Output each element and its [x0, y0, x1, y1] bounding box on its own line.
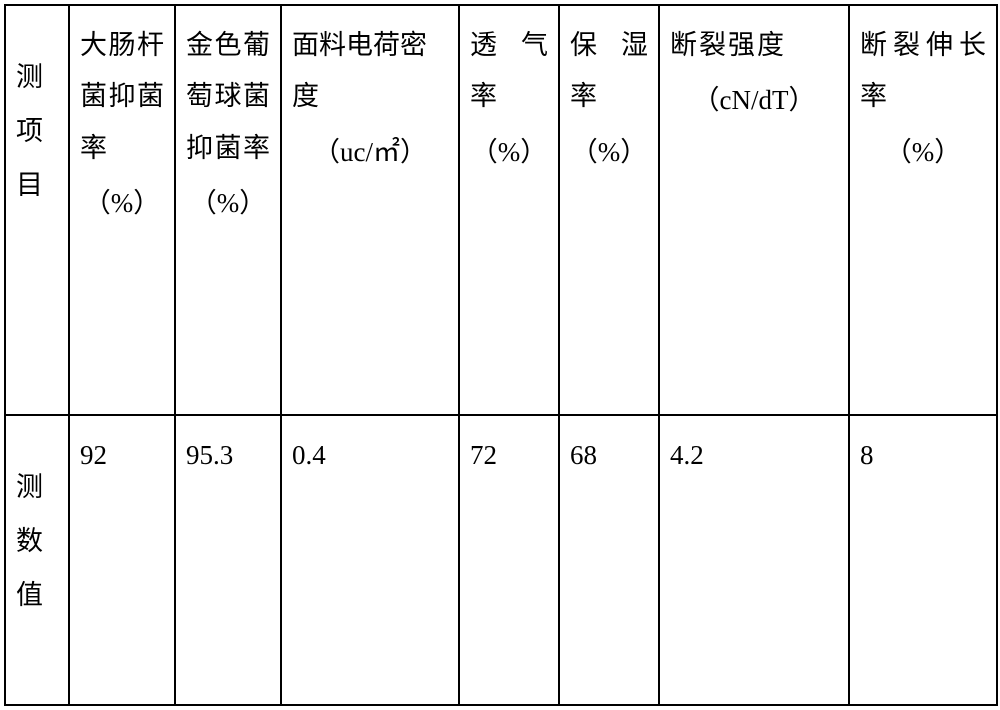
data-cell-breaking-strength: 4.2	[659, 415, 849, 705]
header-unit: （%）	[80, 178, 164, 229]
data-table: 测项目 大肠杆菌抑菌率 （%） 金色葡萄球菌抑菌率 （%） 面料电荷密度 （uc…	[4, 4, 998, 706]
data-cell-elongation: 8	[849, 415, 997, 705]
row-label-cell: 测数值	[5, 415, 69, 705]
data-value: 95.3	[186, 430, 270, 481]
data-value: 0.4	[292, 430, 448, 481]
data-cell-moisture-retention: 68	[559, 415, 659, 705]
header-unit: （%）	[860, 127, 986, 178]
header-cell-breaking-strength: 断裂强度 （cN/dT）	[659, 5, 849, 415]
data-value: 68	[570, 430, 648, 481]
header-cell-elongation: 断裂伸长率 （%）	[849, 5, 997, 415]
header-cell-label: 测项目	[5, 5, 69, 415]
data-value: 92	[80, 430, 164, 481]
data-cell-air-permeability: 72	[459, 415, 559, 705]
data-cell-charge-density: 0.4	[281, 415, 459, 705]
header-unit: （uc/㎡）	[292, 127, 448, 178]
header-unit: （%）	[470, 127, 548, 178]
data-value: 72	[470, 430, 548, 481]
header-cell-moisture-retention: 保湿率 （%）	[559, 5, 659, 415]
header-text: 保湿率	[570, 20, 648, 123]
header-text: 断裂强度	[670, 20, 838, 71]
header-text: 面料电荷密度	[292, 20, 448, 123]
header-cell-air-permeability: 透气率 （%）	[459, 5, 559, 415]
header-unit: （cN/dT）	[670, 75, 838, 126]
data-cell-ecoli: 92	[69, 415, 175, 705]
row-label-text: 测数值	[16, 460, 58, 622]
header-unit: （%）	[570, 127, 648, 178]
header-text: 金色葡萄球菌抑菌率	[186, 20, 270, 174]
data-value: 4.2	[670, 430, 838, 481]
data-value: 8	[860, 430, 986, 481]
header-cell-ecoli: 大肠杆菌抑菌率 （%）	[69, 5, 175, 415]
header-text: 透气率	[470, 20, 548, 123]
header-cell-staph: 金色葡萄球菌抑菌率 （%）	[175, 5, 281, 415]
table-header-row: 测项目 大肠杆菌抑菌率 （%） 金色葡萄球菌抑菌率 （%） 面料电荷密度 （uc…	[5, 5, 997, 415]
table-container: 测项目 大肠杆菌抑菌率 （%） 金色葡萄球菌抑菌率 （%） 面料电荷密度 （uc…	[0, 0, 1000, 710]
header-unit: （%）	[186, 178, 270, 229]
header-cell-charge-density: 面料电荷密度 （uc/㎡）	[281, 5, 459, 415]
header-text: 大肠杆菌抑菌率	[80, 20, 164, 174]
data-cell-staph: 95.3	[175, 415, 281, 705]
header-text: 测项目	[16, 50, 58, 212]
table-data-row: 测数值 92 95.3 0.4 72 68 4.2 8	[5, 415, 997, 705]
header-text: 断裂伸长率	[860, 20, 986, 123]
